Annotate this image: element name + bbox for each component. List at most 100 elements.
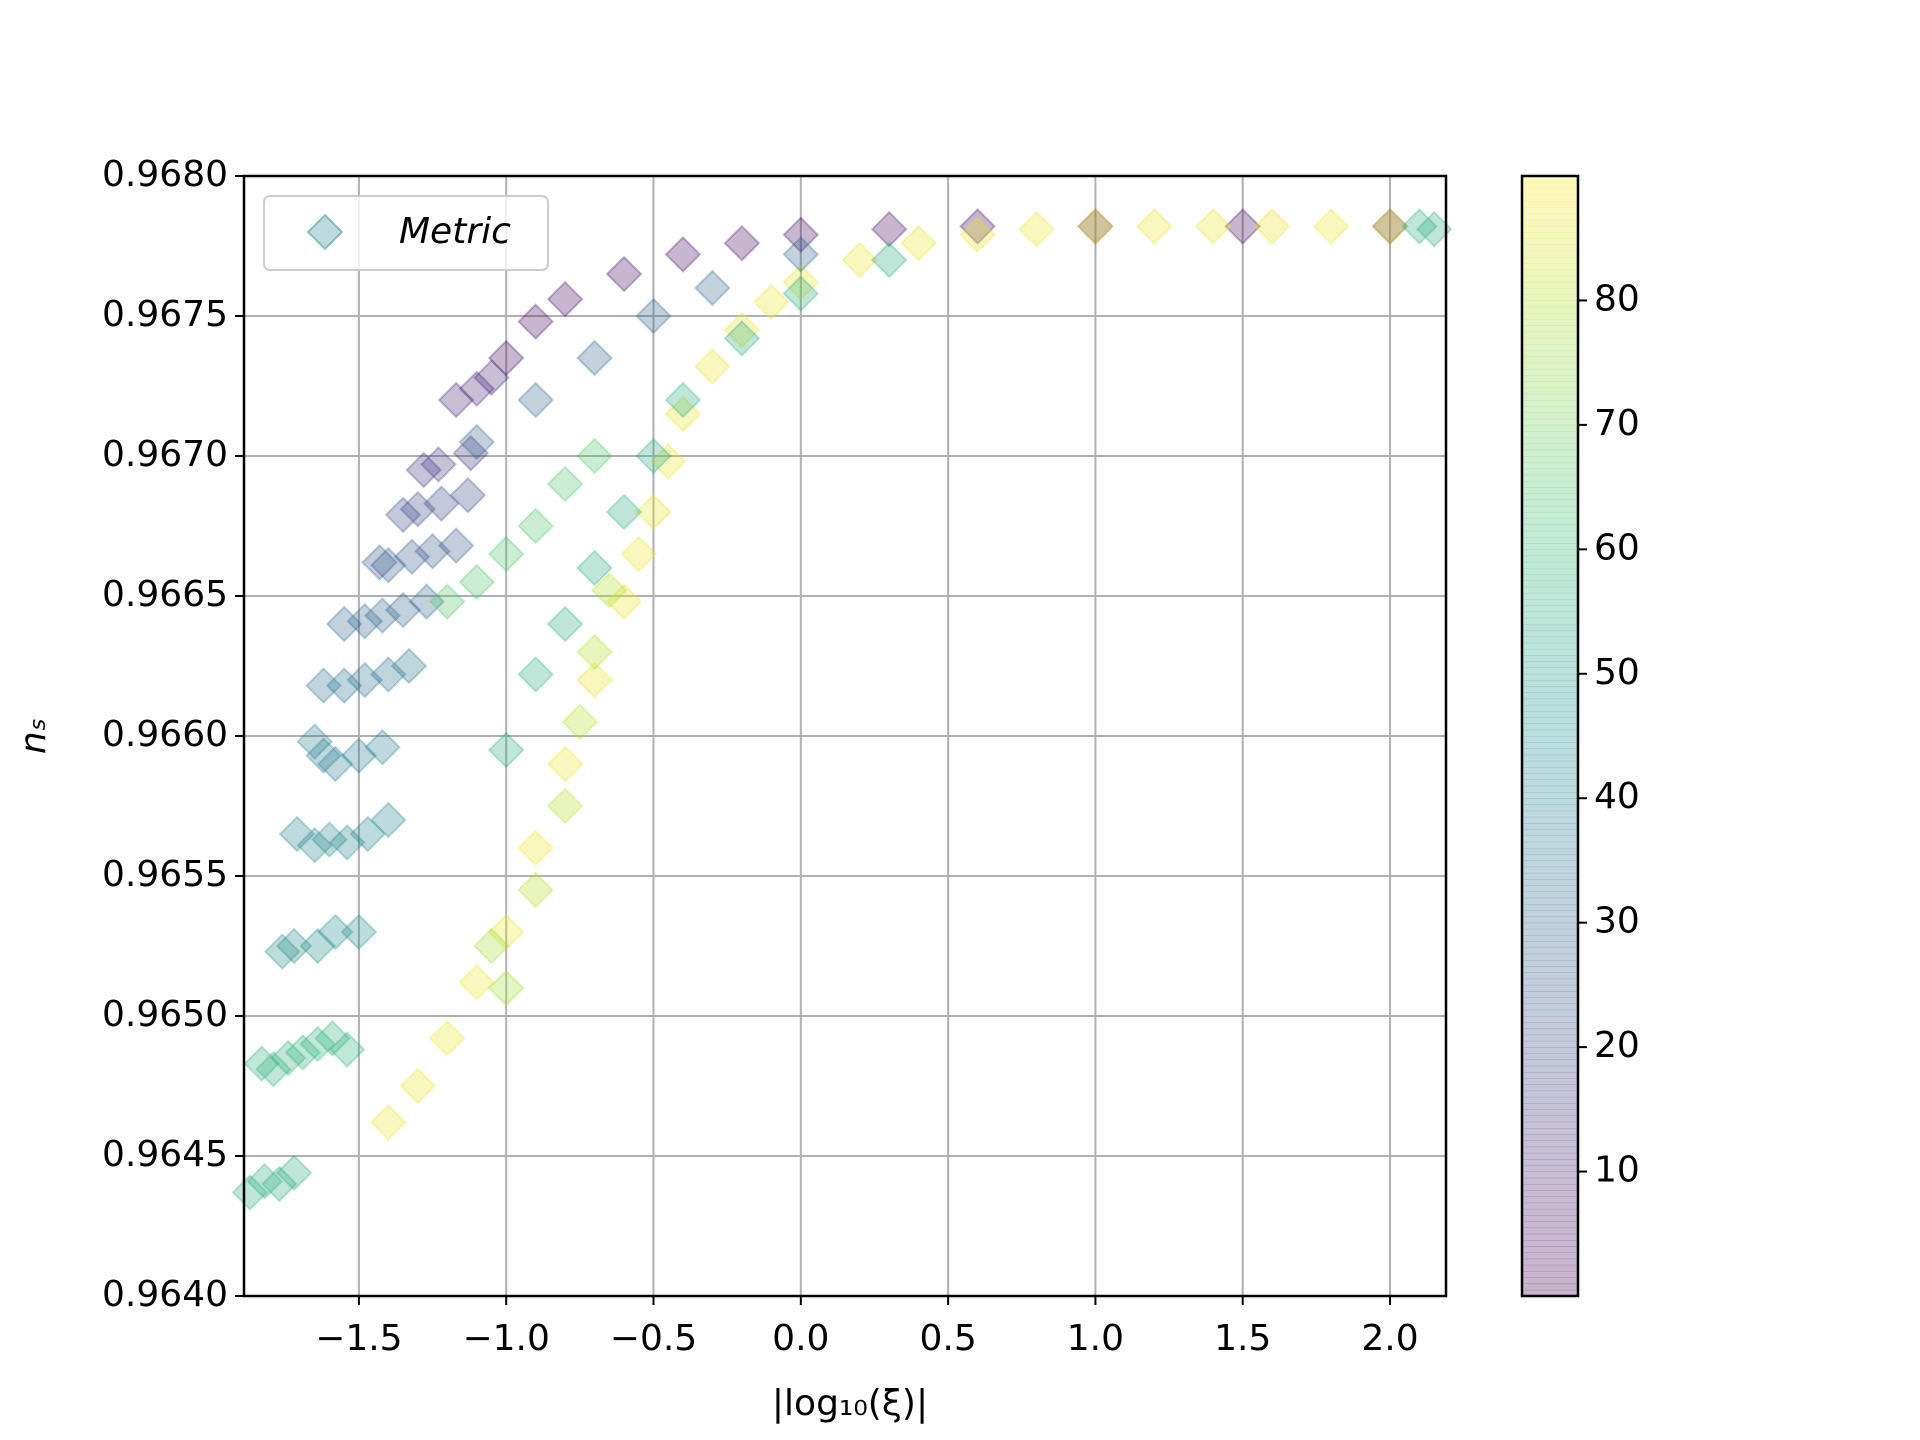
y-tick-label: 0.9640: [102, 1274, 228, 1315]
colorbar-cell: [1522, 816, 1578, 824]
point: [723, 319, 761, 357]
point: [458, 963, 496, 1001]
colorbar-cell: [1522, 935, 1578, 942]
colorbar-cell: [1522, 642, 1578, 650]
point: [723, 224, 761, 262]
colorbar-cell: [1522, 736, 1578, 743]
colorbar-cell: [1522, 1221, 1578, 1229]
legend-box: [263, 195, 549, 271]
point: [390, 647, 428, 685]
colorbar-tick-label: 10: [1594, 1150, 1640, 1191]
point: [870, 241, 908, 279]
colorbar-cell: [1522, 1140, 1578, 1148]
colorbar-cell: [1522, 462, 1578, 469]
colorbar-cell: [1522, 487, 1578, 494]
colorbar-cell: [1522, 512, 1578, 519]
colorbar-cell: [1522, 1264, 1578, 1272]
point: [428, 583, 466, 621]
point: [546, 745, 584, 783]
colorbar-cell: [1522, 922, 1578, 930]
y-tick-label: 0.9680: [102, 154, 228, 195]
colorbar-cell: [1522, 524, 1578, 532]
point: [517, 655, 555, 693]
point: [437, 527, 475, 565]
point: [605, 583, 643, 621]
colorbar-cell: [1522, 798, 1578, 805]
x-tick-label: 2.0: [1361, 1318, 1418, 1359]
point: [305, 737, 342, 775]
colorbar-cell: [1522, 505, 1578, 513]
colorbar-cell: [1522, 1233, 1578, 1241]
colorbar-cell: [1522, 1277, 1578, 1285]
colorbar-cell: [1522, 928, 1578, 936]
colorbar-cell: [1522, 1034, 1578, 1042]
colorbar-cell: [1522, 872, 1578, 880]
colorbar-cell: [1522, 748, 1578, 756]
point: [1018, 210, 1055, 248]
point: [328, 823, 366, 861]
point: [473, 927, 510, 965]
colorbar-cell: [1522, 835, 1578, 843]
point: [546, 465, 584, 503]
point: [296, 826, 334, 864]
x-tick-label: 0.0: [772, 1318, 829, 1359]
colorbar-cell: [1522, 580, 1578, 588]
y-tick-label: 0.9675: [102, 294, 228, 335]
point: [420, 445, 457, 483]
point: [1077, 207, 1114, 245]
colorbar-cell: [1522, 375, 1578, 382]
point: [1224, 207, 1262, 245]
point: [1371, 207, 1409, 245]
colorbar-cell: [1522, 879, 1578, 886]
x-tick-label: −1.5: [315, 1318, 402, 1359]
colorbar-cell: [1522, 773, 1578, 781]
colorbar-cell: [1522, 742, 1578, 749]
point: [325, 605, 363, 643]
colorbar-cell: [1522, 779, 1578, 787]
point: [349, 815, 387, 853]
x-tick-label: 1.5: [1214, 1318, 1271, 1359]
colorbar-cell: [1522, 636, 1578, 644]
colorbar-cell: [1522, 1078, 1578, 1085]
colorbar-cell: [1522, 568, 1578, 575]
colorbar-cell: [1522, 673, 1578, 681]
point: [635, 437, 672, 475]
colorbar-cell: [1522, 368, 1578, 376]
point: [369, 801, 407, 839]
point: [328, 1031, 366, 1069]
colorbar-cell: [1522, 1184, 1578, 1191]
point: [605, 255, 643, 293]
point: [782, 216, 820, 254]
point: [576, 437, 613, 475]
point: [620, 535, 658, 573]
colorbar-cell: [1522, 823, 1578, 830]
point: [246, 1162, 284, 1200]
point: [576, 549, 613, 587]
colorbar-cell: [1522, 885, 1578, 893]
colorbar-cell: [1522, 792, 1578, 799]
colorbar-cell: [1522, 617, 1578, 625]
colorbar-cell: [1522, 182, 1578, 189]
colorbar-cell: [1522, 1258, 1578, 1266]
point: [487, 535, 525, 573]
colorbar-cell: [1522, 599, 1578, 606]
colorbar-cell: [1522, 493, 1578, 501]
x-tick-label: −0.5: [610, 1318, 697, 1359]
colorbar-cell: [1522, 1215, 1578, 1222]
point: [316, 745, 354, 783]
colorbar-cell: [1522, 611, 1578, 619]
point: [576, 633, 613, 671]
colorbar-cell: [1522, 232, 1578, 239]
colorbar-frame: [1520, 174, 1580, 1298]
colorbar-cell: [1522, 244, 1578, 252]
colorbar-cell: [1522, 468, 1578, 476]
colorbar-cell: [1522, 269, 1578, 277]
colorbar-cell: [1522, 592, 1578, 600]
colorbar-cell: [1522, 655, 1578, 662]
colorbar-cell: [1522, 1047, 1578, 1054]
point: [422, 485, 460, 523]
point: [561, 703, 599, 741]
point: [694, 347, 731, 385]
point: [959, 207, 996, 245]
point: [458, 563, 496, 601]
